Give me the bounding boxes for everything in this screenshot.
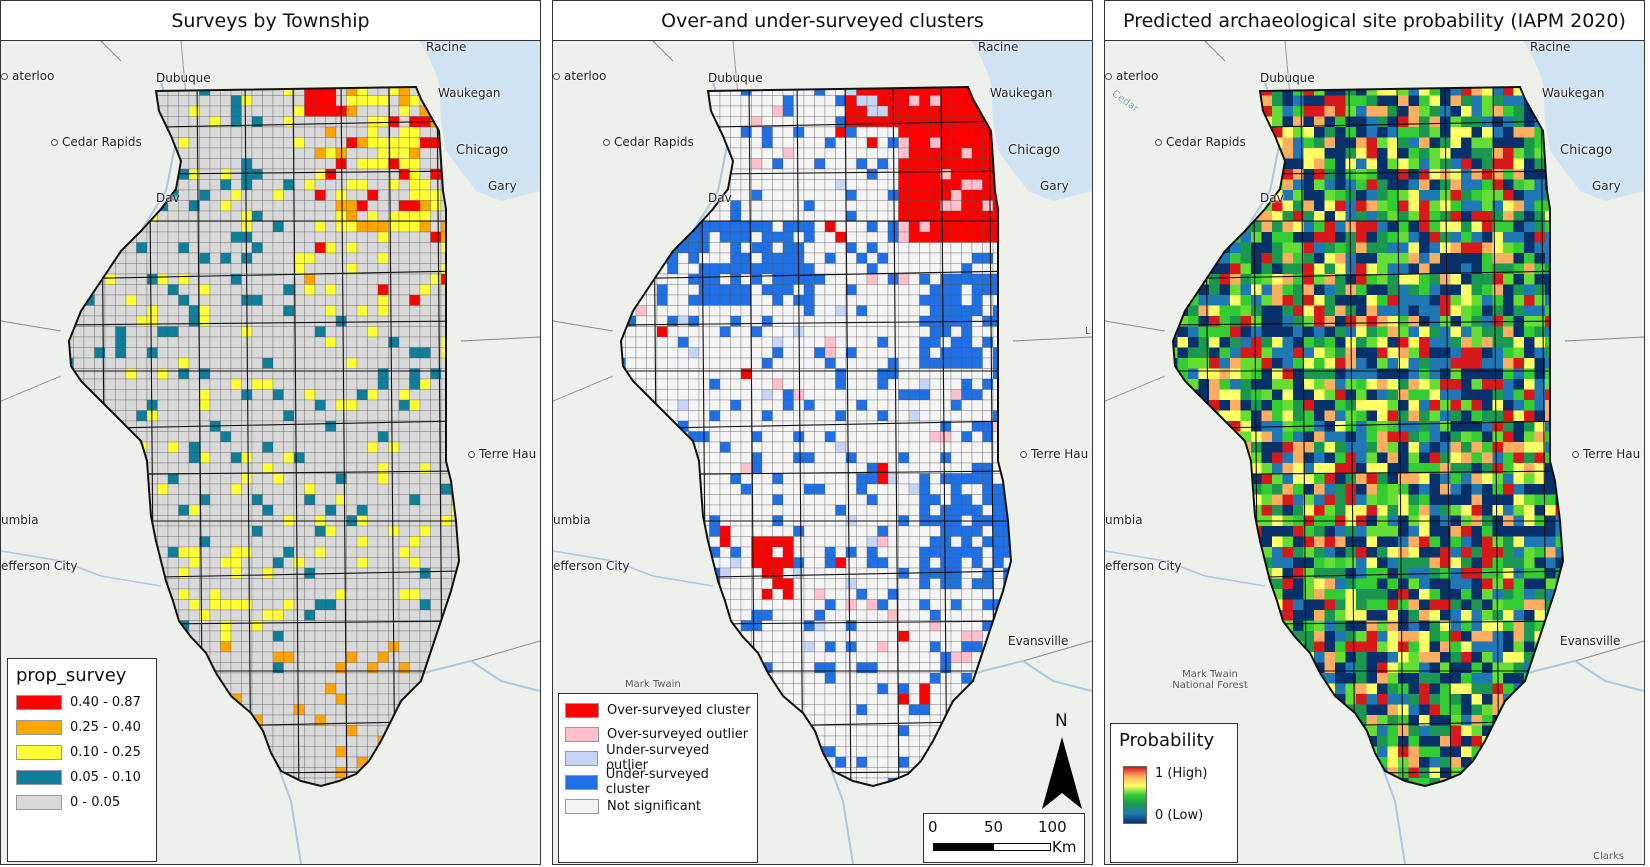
legend-prop-survey: prop_survey 0.40 - 0.87 0.25 - 0.40 0.10… [7,658,157,862]
scale-tick: 100 [1038,818,1067,836]
panel-surveys-by-township: Surveys by Township aterloo Dubuque Raci… [0,0,541,865]
place-label-gary: Gary [1592,179,1621,193]
north-arrow: N [1038,711,1088,813]
legend-swatch [16,745,62,760]
place-label-cedar-rapids: Cedar Rapids [51,135,142,149]
place-label-waterloo: aterloo [1105,69,1158,83]
place-label-cedar-rapids: Cedar Rapids [603,135,694,149]
place-label-jefferson-city: efferson City [1,559,78,573]
place-label-terre-haute: Terre Hau [1020,447,1088,461]
panel-clusters: Over-and under-surveyed clusters aterloo… [552,0,1093,865]
probability-gradient [1123,766,1147,824]
legend-high-label: 1 (High) [1155,766,1208,781]
legend-entry: 0 - 0.05 [16,790,148,815]
panel-title: Over-and under-surveyed clusters [553,1,1092,41]
legend-entry: 0.05 - 0.10 [16,765,148,790]
place-label-waukegan: Waukegan [438,86,501,100]
place-label-dubuque: Dubuque [1260,71,1315,85]
legend-entry: Not significant [565,794,751,818]
legend-entry: Over-surveyed cluster [565,698,751,722]
place-label-racine: Racine [426,40,467,54]
place-label-gary: Gary [488,179,517,193]
legend-clusters: Over-surveyed cluster Over-surveyed outl… [558,693,758,863]
legend-label: Under-surveyed cluster [605,767,709,797]
legend-entry: 0.40 - 0.87 [16,690,148,715]
place-label-dubuque: Dubuque [156,71,211,85]
place-label-racine: Racine [978,40,1019,54]
scale-bar: 0 50 100 Km [923,813,1085,863]
place-label-terre-haute: Terre Hau [468,447,536,461]
legend-label: Over-surveyed outlier [607,726,749,742]
place-label-chicago: Chicago [456,143,509,158]
place-label-terre-haute: Terre Hau [1572,447,1640,461]
place-label-evansville: Evansville [1008,634,1069,648]
place-label-davenport: Dav [156,191,180,205]
scale-tick: 50 [984,818,1004,836]
legend-label: Not significant [607,798,702,814]
place-label-evansville: Evansville [1560,634,1621,648]
legend-title: Probability [1119,730,1215,751]
legend-probability: Probability 1 (High) 0 (Low) [1110,723,1238,863]
scale-bar-black [933,843,993,851]
place-label-mark-twain: Mark Twain [625,679,681,690]
township-grid [67,85,461,788]
legend-label: 0 - 0.05 [70,795,121,810]
legend-label: Over-surveyed cluster [607,702,751,718]
map-probability[interactable]: aterloo Dubuque Racine Waukegan Cedar Ra… [1105,40,1644,864]
legend-swatch [565,726,599,742]
place-label-waukegan: Waukegan [1542,86,1605,100]
legend-label: 0.25 - 0.40 [70,720,141,735]
place-label-waterloo: aterloo [553,69,606,83]
legend-label: 0.40 - 0.87 [70,695,141,710]
legend-entry: Under-surveyed outlier [565,743,751,773]
legend-swatch [16,695,62,710]
place-label-edge: L [1085,326,1091,337]
scale-tick: 0 [928,818,938,836]
place-label-waterloo: aterloo [1,69,54,83]
north-arrow-icon [1042,737,1082,809]
legend-swatch [16,795,62,810]
place-label-columbia: umbia [553,513,591,527]
scale-bar-white [993,843,1051,851]
place-label-dubuque: Dubuque [708,71,763,85]
panel-title: Predicted archaeological site probabilit… [1105,1,1644,41]
legend-entry: Under-surveyed cluster [565,767,751,797]
legend-label: 0.05 - 0.10 [70,770,141,785]
legend-label: Under-surveyed outlier [606,743,710,773]
place-label-clarks: Clarks [1593,851,1625,862]
legend-label: 0.10 - 0.25 [70,745,141,760]
place-label-gary: Gary [1040,179,1069,193]
place-label-chicago: Chicago [1560,143,1613,158]
place-label-columbia: umbia [1,513,39,527]
place-label-davenport: Dav [708,191,732,205]
legend-entry: Over-surveyed outlier [565,722,751,746]
place-label-racine: Racine [1530,40,1571,54]
place-label-columbia: umbia [1105,513,1143,527]
north-label: N [1055,711,1068,731]
legend-swatch [565,702,599,718]
legend-low-label: 0 (Low) [1155,808,1204,823]
place-label-jefferson-city: efferson City [553,559,630,573]
legend-title: prop_survey [16,665,127,686]
legend-swatch [16,770,62,785]
map-surveys[interactable]: aterloo Dubuque Racine Waukegan Cedar Ra… [1,40,540,864]
legend-swatch [16,720,62,735]
legend-entry: 0.25 - 0.40 [16,715,148,740]
place-label-jefferson-city: efferson City [1105,559,1182,573]
map-clusters[interactable]: aterloo Dubuque Racine Waukegan Cedar Ra… [553,40,1092,864]
place-label-chicago: Chicago [1008,143,1061,158]
place-label-davenport: Dav [1260,191,1284,205]
panel-site-probability: Predicted archaeological site probabilit… [1104,0,1645,865]
place-label-cedar-rapids: Cedar Rapids [1155,135,1246,149]
place-label-mark-twain-nf: Mark Twain National Forest [1172,669,1248,691]
legend-swatch [565,750,599,766]
place-label-waukegan: Waukegan [990,86,1053,100]
scale-unit: Km [1052,838,1077,856]
legend-entry: 0.10 - 0.25 [16,740,148,765]
legend-swatch [565,798,599,814]
legend-swatch [565,774,598,790]
panel-title: Surveys by Township [1,1,540,41]
